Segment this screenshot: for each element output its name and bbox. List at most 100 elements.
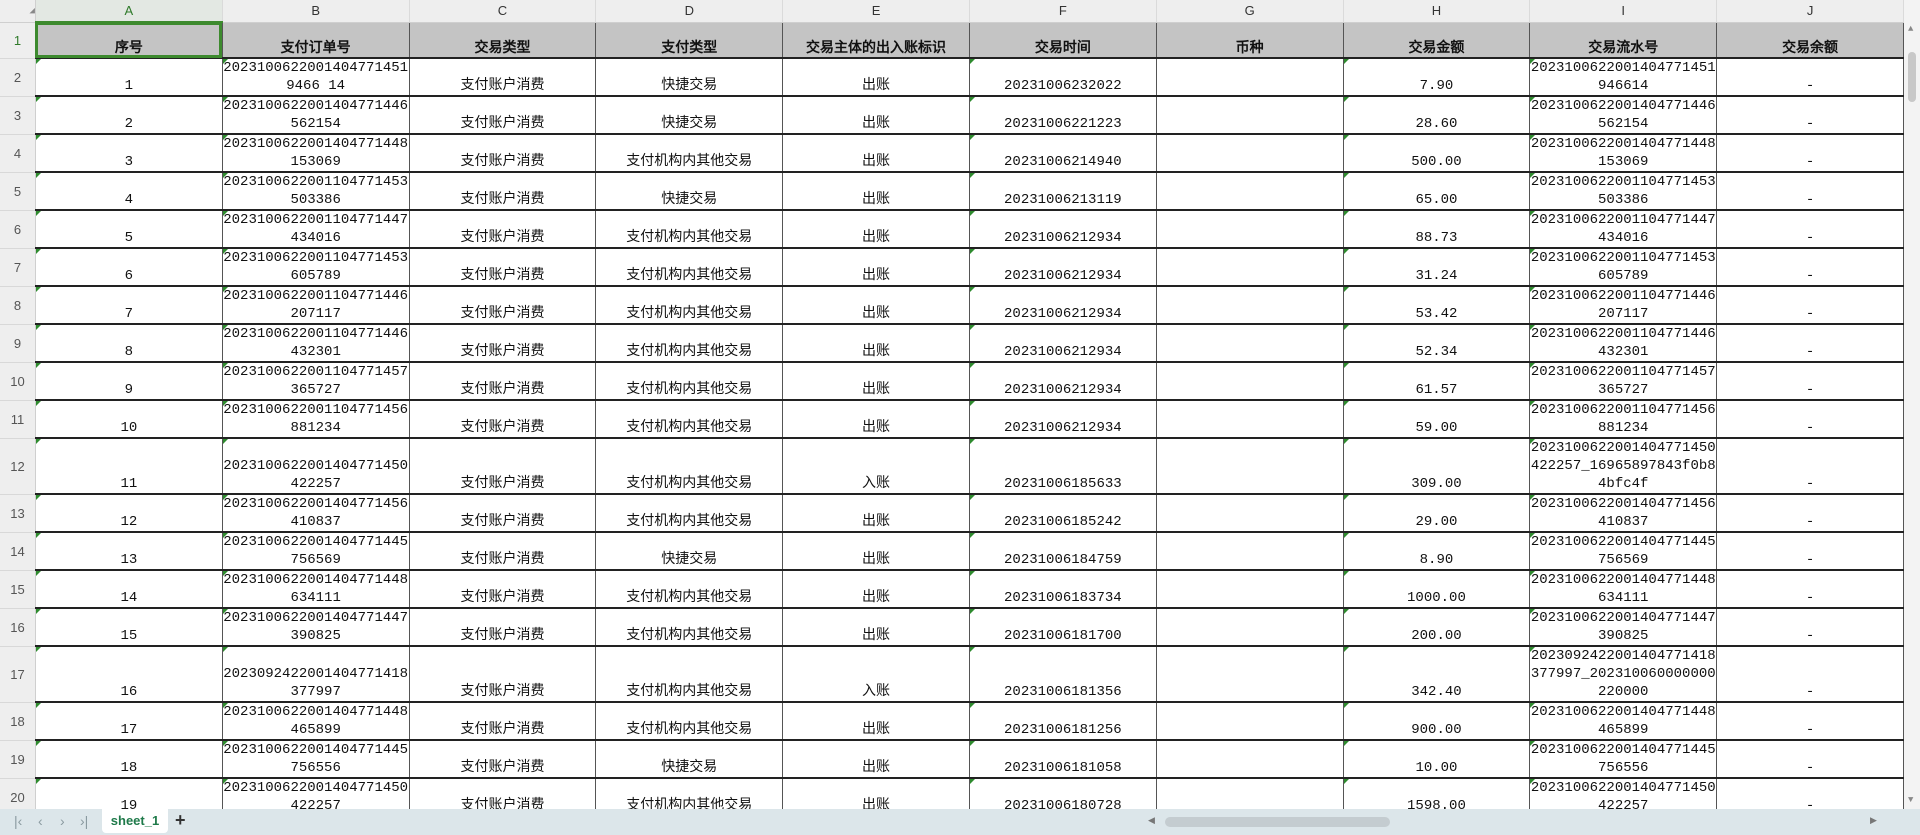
header-cell[interactable]: 序号: [35, 22, 223, 59]
cell-d[interactable]: 支付机构内其他交易: [595, 324, 784, 363]
header-cell[interactable]: 交易主体的出入账标识: [782, 22, 970, 59]
row-header-8[interactable]: 8: [0, 286, 36, 325]
cell-d[interactable]: 快捷交易: [595, 58, 784, 97]
cell-e[interactable]: 出账: [782, 608, 970, 647]
cell-c[interactable]: 支付账户消费: [409, 248, 597, 287]
column-header-f[interactable]: F: [969, 0, 1157, 23]
cell-c[interactable]: 支付账户消费: [409, 494, 597, 533]
prev-sheet-icon[interactable]: ‹: [38, 813, 43, 829]
cell-e[interactable]: 入账: [782, 646, 970, 703]
cell-i[interactable]: 2023100622001404771448465899: [1529, 702, 1718, 741]
cell-f[interactable]: 20231006185633: [969, 438, 1157, 495]
row-header-19[interactable]: 19: [0, 740, 36, 779]
scroll-up-icon[interactable]: ▲: [1908, 24, 1914, 34]
row-header-4[interactable]: 4: [0, 134, 36, 173]
cell-j[interactable]: -: [1716, 438, 1904, 495]
cell-g[interactable]: [1156, 438, 1344, 495]
cell-g[interactable]: [1156, 740, 1344, 779]
cell-i[interactable]: 2023100622001104771453605789: [1529, 248, 1718, 287]
cell-e[interactable]: 出账: [782, 400, 970, 439]
cell-f[interactable]: 20231006180728: [969, 778, 1157, 809]
horizontal-scrollbar[interactable]: ◀ ▶: [1140, 815, 1880, 829]
cell-i[interactable]: 2023100622001104771446432301: [1529, 324, 1718, 363]
cell-j[interactable]: -: [1716, 570, 1904, 609]
cell-b[interactable]: 2023100622001104771456881234: [222, 400, 410, 439]
cell-j[interactable]: -: [1716, 172, 1904, 211]
cell-b[interactable]: 2023100622001104771457365727: [222, 362, 410, 401]
row-header-16[interactable]: 16: [0, 608, 36, 647]
cell-f[interactable]: 20231006181700: [969, 608, 1157, 647]
cell-j[interactable]: -: [1716, 778, 1904, 809]
cell-j[interactable]: -: [1716, 324, 1904, 363]
cell-h[interactable]: 65.00: [1343, 172, 1531, 211]
row-header-10[interactable]: 10: [0, 362, 36, 401]
cell-d[interactable]: 支付机构内其他交易: [595, 400, 784, 439]
cell-j[interactable]: -: [1716, 210, 1904, 249]
cell-i[interactable]: 2023100622001404771445756569: [1529, 532, 1718, 571]
vertical-scrollbar[interactable]: ▲ ▼: [1904, 0, 1920, 809]
cell-c[interactable]: 支付账户消费: [409, 362, 597, 401]
row-header-18[interactable]: 18: [0, 702, 36, 741]
cell-a[interactable]: 11: [35, 438, 223, 495]
cell-b[interactable]: 2023100622001104771447434016: [222, 210, 410, 249]
row-header-13[interactable]: 13: [0, 494, 36, 533]
cell-h[interactable]: 29.00: [1343, 494, 1531, 533]
cell-f[interactable]: 20231006212934: [969, 324, 1157, 363]
cell-h[interactable]: 10.00: [1343, 740, 1531, 779]
cell-h[interactable]: 900.00: [1343, 702, 1531, 741]
horizontal-scroll-thumb[interactable]: [1165, 817, 1390, 827]
row-header-5[interactable]: 5: [0, 172, 36, 211]
row-header-6[interactable]: 6: [0, 210, 36, 249]
cell-e[interactable]: 出账: [782, 362, 970, 401]
cell-j[interactable]: -: [1716, 646, 1904, 703]
cell-i[interactable]: 2023100622001404771447390825: [1529, 608, 1718, 647]
cell-a[interactable]: 4: [35, 172, 223, 211]
cell-g[interactable]: [1156, 134, 1344, 173]
cell-f[interactable]: 20231006232022: [969, 58, 1157, 97]
cell-i[interactable]: 2023100622001404771450422257_16965897843…: [1529, 438, 1718, 495]
row-header-3[interactable]: 3: [0, 96, 36, 135]
row-header-14[interactable]: 14: [0, 532, 36, 571]
cell-i[interactable]: 2023100622001404771456410837: [1529, 494, 1718, 533]
cell-i[interactable]: 2023100622001404771446562154: [1529, 96, 1718, 135]
cell-a[interactable]: 13: [35, 532, 223, 571]
cell-b[interactable]: 2023100622001404771446562154: [222, 96, 410, 135]
cell-e[interactable]: 出账: [782, 494, 970, 533]
cell-h[interactable]: 200.00: [1343, 608, 1531, 647]
cell-f[interactable]: 20231006184759: [969, 532, 1157, 571]
cell-a[interactable]: 6: [35, 248, 223, 287]
cell-b[interactable]: 2023100622001404771448465899: [222, 702, 410, 741]
cell-d[interactable]: 支付机构内其他交易: [595, 362, 784, 401]
cell-j[interactable]: -: [1716, 248, 1904, 287]
cell-b[interactable]: 2023100622001404771445756556: [222, 740, 410, 779]
cell-h[interactable]: 61.57: [1343, 362, 1531, 401]
cell-e[interactable]: 出账: [782, 570, 970, 609]
cell-c[interactable]: 支付账户消费: [409, 532, 597, 571]
cell-g[interactable]: [1156, 494, 1344, 533]
cell-f[interactable]: 20231006213119: [969, 172, 1157, 211]
cell-f[interactable]: 20231006212934: [969, 286, 1157, 325]
cell-j[interactable]: -: [1716, 608, 1904, 647]
cell-d[interactable]: 支付机构内其他交易: [595, 248, 784, 287]
last-sheet-icon[interactable]: ›|: [80, 813, 89, 829]
cell-j[interactable]: -: [1716, 400, 1904, 439]
cell-b[interactable]: 2023100622001404771450422257: [222, 778, 410, 809]
cell-f[interactable]: 20231006181356: [969, 646, 1157, 703]
row-header-17[interactable]: 17: [0, 646, 36, 703]
cell-i[interactable]: 2023100622001404771448634111: [1529, 570, 1718, 609]
cell-c[interactable]: 支付账户消费: [409, 134, 597, 173]
cell-g[interactable]: [1156, 400, 1344, 439]
cell-a[interactable]: 18: [35, 740, 223, 779]
cell-g[interactable]: [1156, 96, 1344, 135]
cell-a[interactable]: 7: [35, 286, 223, 325]
cell-h[interactable]: 53.42: [1343, 286, 1531, 325]
cell-c[interactable]: 支付账户消费: [409, 778, 597, 809]
cell-c[interactable]: 支付账户消费: [409, 400, 597, 439]
cell-a[interactable]: 1: [35, 58, 223, 97]
column-header-d[interactable]: D: [595, 0, 784, 23]
cell-a[interactable]: 10: [35, 400, 223, 439]
cell-e[interactable]: 入账: [782, 438, 970, 495]
cell-e[interactable]: 出账: [782, 324, 970, 363]
cell-c[interactable]: 支付账户消费: [409, 570, 597, 609]
cell-e[interactable]: 出账: [782, 210, 970, 249]
